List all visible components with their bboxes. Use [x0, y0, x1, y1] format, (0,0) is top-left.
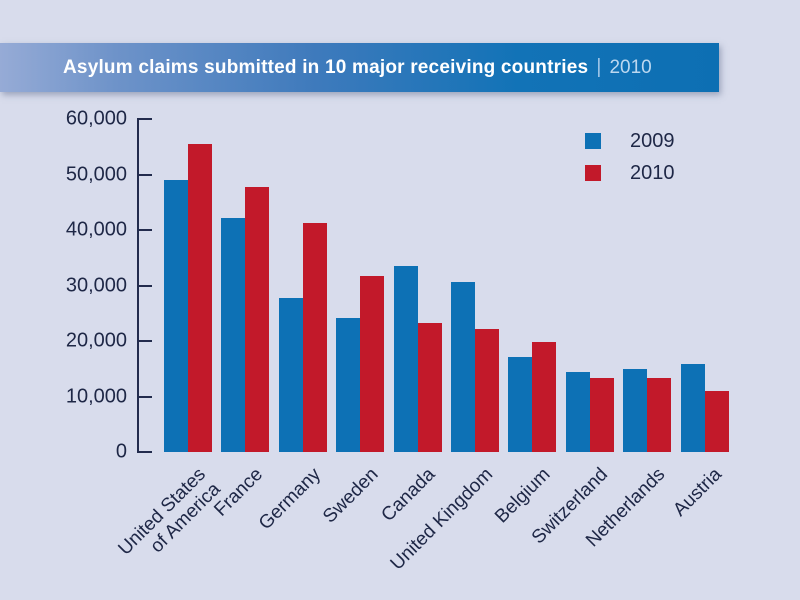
y-tick-30000 — [137, 284, 152, 287]
bar-2009-france — [221, 218, 246, 452]
x-label-austria: Austria — [669, 464, 727, 521]
bar-2010-france — [245, 186, 270, 452]
bar-2010-germany — [302, 222, 327, 452]
title-year: 2010 — [609, 56, 652, 78]
y-tick-0 — [137, 451, 152, 453]
y-tick-60000 — [137, 118, 152, 120]
bar-2009-sweden — [336, 317, 361, 452]
y-tick-50000 — [137, 173, 152, 176]
y-tick-label: 60,000 — [65, 107, 127, 130]
title-banner: Asylum claims submitted in 10 major rece… — [0, 43, 719, 92]
bar-2010-netherlands — [647, 378, 672, 452]
bar-2009-canada — [393, 266, 418, 452]
bar-2009-belgium — [508, 356, 533, 452]
bar-2009-austria — [680, 364, 705, 452]
x-label-sweden: Sweden — [318, 464, 383, 528]
x-label-germany: Germany — [254, 464, 325, 535]
bar-2010-united-states-of-america — [188, 143, 212, 452]
legend-swatch-2009 — [585, 133, 601, 149]
bar-2010-canada — [417, 323, 442, 452]
legend-label-2009: 2009 — [630, 130, 675, 152]
bar-2009-switzerland — [565, 372, 590, 452]
title-separator: | — [596, 56, 602, 78]
y-tick-label: 40,000 — [65, 218, 127, 241]
bar-2009-united-kingdom — [451, 281, 475, 452]
bar-2010-austria — [704, 390, 729, 452]
bar-2010-united-kingdom — [475, 329, 499, 452]
y-tick-label: 0 — [115, 440, 127, 463]
y-tick-20000 — [137, 340, 152, 342]
bar-2009-germany — [278, 298, 303, 452]
y-tick-label: 30,000 — [65, 274, 127, 296]
y-tick-label: 20,000 — [65, 329, 127, 352]
y-tick-label: 50,000 — [65, 163, 127, 185]
y-tick-label: 10,000 — [65, 385, 127, 407]
bar-2010-sweden — [360, 275, 385, 452]
x-label-united-kingdom: United Kingdom — [386, 464, 497, 575]
bar-2010-switzerland — [589, 377, 614, 452]
legend-swatch-2010 — [585, 165, 601, 181]
y-tick-10000 — [137, 395, 152, 398]
legend-label-2010: 2010 — [630, 162, 675, 184]
bar-2009-netherlands — [623, 369, 648, 452]
y-tick-40000 — [137, 229, 152, 231]
x-label-united-states-of-america: United States of America — [114, 464, 225, 560]
page-title: Asylum claims submitted in 10 major rece… — [63, 56, 589, 78]
bar-2009-united-states-of-america — [164, 180, 188, 452]
bar-2010-belgium — [532, 341, 557, 452]
